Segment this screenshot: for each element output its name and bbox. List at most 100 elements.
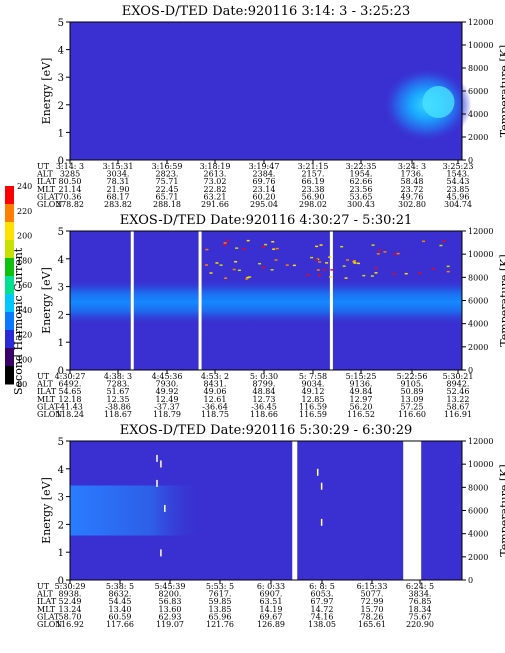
intensity-dot [164, 504, 166, 512]
ephemeris-value: 3:24: 3 [398, 162, 426, 171]
intensity-dot [246, 239, 250, 242]
y-axis-label: Energy [eV] [40, 58, 53, 125]
ephemeris-value: 13.40 [109, 605, 132, 614]
colorbar-swatch [5, 348, 14, 367]
y2-tick-label: 4000 [468, 530, 488, 539]
ephemeris-value: 72.99 [361, 597, 384, 606]
y-tick-label: 1 [58, 128, 64, 139]
colorbar-tick-label: 100 [17, 355, 32, 364]
ephemeris-value: 1543. [447, 170, 470, 179]
intensity-dot [224, 277, 228, 279]
intensity-band [70, 485, 208, 536]
intensity-dot [378, 249, 382, 252]
ephemeris-value: 5077. [361, 590, 384, 599]
intensity-dot [156, 454, 158, 462]
ephemeris-row-label: ILAT [37, 387, 57, 396]
intensity-dot [439, 244, 443, 247]
colorbar-swatch [5, 222, 14, 241]
ephemeris-value: 8938. [59, 590, 82, 599]
intensity-dot [316, 269, 320, 271]
intensity-dot [376, 253, 380, 255]
ephemeris-row-label: ALT [36, 590, 53, 599]
ephemeris-value: 1736. [401, 170, 424, 179]
y2-tick-label: 10000 [468, 460, 493, 469]
ephemeris-value: 12.35 [107, 395, 130, 404]
ephemeris-value: 60.59 [109, 612, 132, 621]
intensity-dot [156, 479, 158, 487]
y-tick-label: 4 [58, 465, 64, 476]
panel-title: EXOS-D/TED Date:920116 3:14: 3 - 3:25:23 [122, 4, 410, 19]
ephemeris-value: 54.45 [109, 597, 132, 606]
colorbar-label: Second Harmonic Current [12, 247, 25, 395]
ephemeris-value: 302.80 [398, 200, 426, 209]
ephemeris-value: 59.85 [209, 597, 232, 606]
ephemeris-row-label: MLT [37, 185, 56, 194]
ephemeris-value: 54.43 [447, 177, 470, 186]
colorbar-tick-label: 160 [17, 281, 32, 290]
y2-tick-label: 4000 [468, 320, 488, 329]
intensity-dot [264, 243, 268, 246]
ephemeris-value: 165.61 [358, 620, 386, 629]
y-tick-label: 3 [58, 493, 64, 504]
ephemeris-value: 8200. [159, 590, 182, 599]
ephemeris-value: 5:15:25 [346, 372, 377, 381]
ephemeris-value: 6:15:33 [357, 582, 388, 591]
intensity-dot [237, 269, 241, 272]
ephemeris-value: 138.05 [308, 620, 336, 629]
ephemeris-value: 69.67 [260, 612, 283, 621]
y2-tick-label: 6000 [468, 297, 488, 306]
ephemeris-value: 3:18:19 [200, 162, 231, 171]
intensity-dot [340, 245, 344, 248]
ephemeris-value: 9034. [302, 380, 325, 389]
ephemeris-value: 48.84 [253, 387, 276, 396]
intensity-dot [272, 248, 276, 250]
intensity-dot [320, 518, 323, 526]
ephemeris-value: 53.65 [350, 192, 373, 201]
intensity-dot [219, 264, 223, 266]
ephemeris-value: 58.48 [401, 177, 424, 186]
intensity-band [70, 278, 462, 326]
y2-tick-label: 10000 [468, 250, 493, 259]
intensity-dot [232, 268, 236, 271]
data-gap [292, 441, 298, 580]
y-tick-label: 4 [58, 46, 64, 57]
ephemeris-value: 52.49 [59, 597, 82, 606]
ephemeris-value: 6: 0:33 [257, 582, 285, 591]
ephemeris-value: 21.90 [107, 185, 130, 194]
y-tick-label: 2 [58, 310, 64, 321]
ephemeris-value: 4:45:36 [152, 372, 183, 381]
intensity-dot [246, 276, 250, 279]
colorbar-swatch [5, 276, 14, 295]
ephemeris-value: 62.93 [159, 612, 182, 621]
ephemeris-value: 68.17 [107, 192, 130, 201]
ephemeris-row-label: UT [37, 162, 50, 171]
intensity-dot [446, 270, 450, 273]
ephemeris-value: 50.89 [401, 387, 424, 396]
intensity-dot [235, 247, 239, 249]
ephemeris-value: 118.75 [201, 410, 229, 419]
intensity-dot [330, 269, 334, 271]
ephemeris-value: 18.34 [409, 605, 432, 614]
ephemeris-value: 23.72 [401, 185, 424, 194]
y2-tick-label: 0 [468, 156, 473, 165]
ephemeris-row-label: UT [37, 372, 50, 381]
ephemeris-value: 69.76 [253, 177, 276, 186]
intensity-dot [404, 272, 408, 275]
ephemeris-row-label: GLON [37, 410, 62, 419]
colorbar-tick-label: 140 [17, 306, 32, 315]
y2-tick-label: 2000 [468, 343, 488, 352]
intensity-core [422, 86, 455, 119]
ephemeris-value: 5:30:21 [443, 372, 474, 381]
ephemeris-value: 9105. [401, 380, 424, 389]
intensity-dot [346, 259, 350, 261]
ephemeris-value: 121.76 [206, 620, 234, 629]
ephemeris-value: 3:19:47 [249, 162, 280, 171]
intensity-dot [261, 245, 265, 248]
ephemeris-value: 298.02 [299, 200, 327, 209]
panel-title: EXOS-D/TED Date:920116 5:30:29 - 6:30:29 [120, 423, 413, 438]
ephemeris-value: 126.89 [257, 620, 285, 629]
ephemeris-row-label: GLON [37, 620, 62, 629]
ephemeris-value: 21.14 [59, 185, 82, 194]
ephemeris-value: 12.85 [302, 395, 325, 404]
intensity-dot [362, 274, 366, 277]
